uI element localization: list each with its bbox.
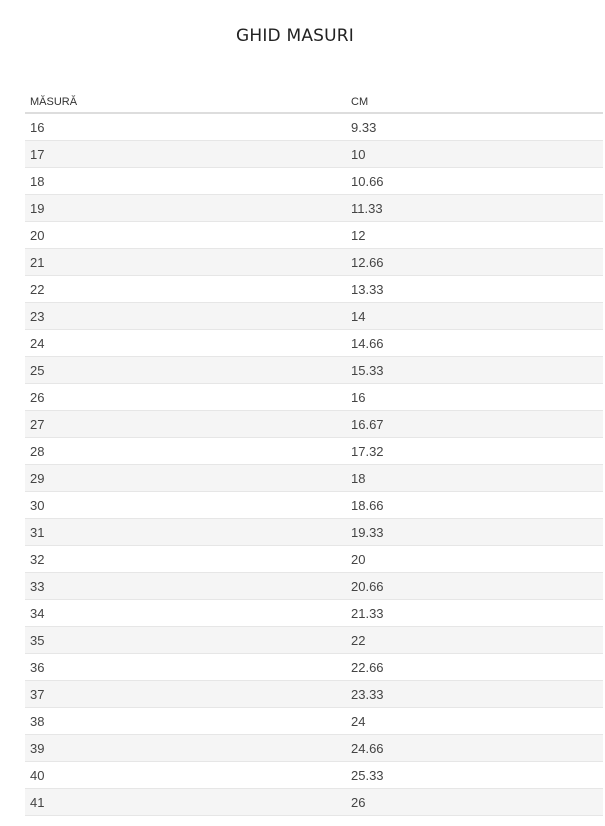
cm-cell: 22 [346,626,603,654]
table-row: 20 12 [25,221,603,249]
size-cell: 32 [25,545,346,573]
cm-cell: 25.33 [346,761,603,789]
cm-cell: 26 [346,788,603,816]
cm-cell: 13.33 [346,275,603,303]
table-row: 41 26 [25,788,603,816]
cm-cell: 20 [346,545,603,573]
size-cell: 31 [25,518,346,546]
size-cell: 28 [25,437,346,465]
cm-cell: 16.67 [346,410,603,438]
size-cell: 25 [25,356,346,384]
table-row: 22 13.33 [25,275,603,303]
table-row: 33 20.66 [25,572,603,600]
table-row: 24 14.66 [25,329,603,357]
size-cell: 35 [25,626,346,654]
table-row: 17 10 [25,140,603,168]
table-row: 37 23.33 [25,680,603,708]
size-cell: 41 [25,788,346,816]
cm-cell: 19.33 [346,518,603,546]
size-cell: 33 [25,572,346,600]
size-cell: 36 [25,653,346,681]
size-cell: 17 [25,140,346,168]
size-cell: 18 [25,167,346,195]
table-row: 26 16 [25,383,603,411]
cm-cell: 12.66 [346,248,603,276]
cm-cell: 12 [346,221,603,249]
cm-cell: 10.66 [346,167,603,195]
size-cell: 37 [25,680,346,708]
table-row: 30 18.66 [25,491,603,519]
table-row: 23 14 [25,302,603,330]
size-cell: 26 [25,383,346,411]
table-row: 32 20 [25,545,603,573]
table-header-row: MĂSURĂ CM [25,92,603,114]
size-cell: 21 [25,248,346,276]
table-row: 19 11.33 [25,194,603,222]
size-cell: 22 [25,275,346,303]
size-guide-table: MĂSURĂ CM 16 9.33 17 10 18 10.66 19 11.33 20 12 21… [25,92,603,816]
size-cell: 29 [25,464,346,492]
table-row: 39 24.66 [25,734,603,762]
cm-cell: 20.66 [346,572,603,600]
size-cell: 19 [25,194,346,222]
size-cell: 30 [25,491,346,519]
table-row: 16 9.33 [25,113,603,141]
size-cell: 40 [25,761,346,789]
cm-cell: 14.66 [346,329,603,357]
cm-cell: 18 [346,464,603,492]
column-header-size: MĂSURĂ [25,92,346,114]
cm-cell: 24.66 [346,734,603,762]
cm-cell: 23.33 [346,680,603,708]
table-row: 27 16.67 [25,410,603,438]
table-row: 36 22.66 [25,653,603,681]
cm-cell: 18.66 [346,491,603,519]
cm-cell: 15.33 [346,356,603,384]
page-title: GHID MASURI [235,26,355,46]
table-row: 29 18 [25,464,603,492]
cm-cell: 24 [346,707,603,735]
cm-cell: 22.66 [346,653,603,681]
cm-cell: 11.33 [346,194,603,222]
table-row: 25 15.33 [25,356,603,384]
size-cell: 38 [25,707,346,735]
size-cell: 27 [25,410,346,438]
table-row: 38 24 [25,707,603,735]
size-cell: 20 [25,221,346,249]
table-row: 35 22 [25,626,603,654]
cm-cell: 9.33 [346,113,603,141]
cm-cell: 17.32 [346,437,603,465]
table-row: 34 21.33 [25,599,603,627]
table-row: 31 19.33 [25,518,603,546]
table-row: 40 25.33 [25,761,603,789]
size-cell: 34 [25,599,346,627]
size-cell: 24 [25,329,346,357]
cm-cell: 21.33 [346,599,603,627]
cm-cell: 16 [346,383,603,411]
column-header-cm: CM [346,92,603,114]
table-row: 28 17.32 [25,437,603,465]
table-row: 18 10.66 [25,167,603,195]
size-cell: 39 [25,734,346,762]
cm-cell: 14 [346,302,603,330]
table-row: 21 12.66 [25,248,603,276]
size-cell: 23 [25,302,346,330]
size-cell: 16 [25,113,346,141]
cm-cell: 10 [346,140,603,168]
